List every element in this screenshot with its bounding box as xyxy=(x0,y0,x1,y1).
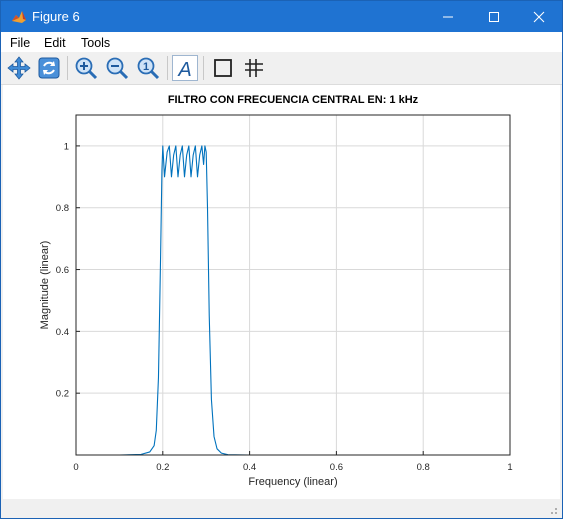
y-tick-label: 0.4 xyxy=(56,327,69,338)
maximize-button[interactable] xyxy=(471,1,517,32)
axes-box xyxy=(75,114,511,456)
y-axis-label: Magnitude (linear) xyxy=(39,241,51,330)
zoom-in-button[interactable] xyxy=(73,55,99,81)
y-tick-label: 1 xyxy=(64,141,69,152)
pan-button[interactable] xyxy=(6,55,32,81)
axes-box-button[interactable] xyxy=(210,55,236,81)
maximize-icon xyxy=(489,12,499,22)
close-icon xyxy=(533,11,545,23)
zoom-in-icon xyxy=(75,57,98,80)
x-tick-label: 0.6 xyxy=(330,462,343,473)
x-tick-label: 0.4 xyxy=(243,462,256,473)
rotate-icon xyxy=(38,57,60,79)
y-tick-label: 0.8 xyxy=(56,203,69,214)
axis-ticks: 0 0.2 0.4 0.6 0.8 1 0.2 0.4 0.6 0.8 1 xyxy=(56,141,513,473)
resize-grip-icon[interactable] xyxy=(548,505,558,515)
x-tick-label: 0 xyxy=(73,462,78,473)
plot-svg: 0 0.2 0.4 0.6 0.8 1 0.2 0.4 0.6 0.8 1 FILTRO CON F… xyxy=(39,94,513,488)
zoom-reset-label: 1 xyxy=(143,61,149,73)
zoom-reset-button[interactable]: 1 xyxy=(135,55,161,81)
x-tick-label: 0.2 xyxy=(156,462,169,473)
figure-canvas[interactable]: 0 0.2 0.4 0.6 0.8 1 0.2 0.4 0.6 0.8 1 FILTRO CON F… xyxy=(3,85,560,499)
toolbar: 1 A xyxy=(1,52,562,85)
menu-tools[interactable]: Tools xyxy=(81,36,111,50)
zoom-reset-icon: 1 xyxy=(137,57,160,80)
rotate-button[interactable] xyxy=(36,55,62,81)
grid-icon xyxy=(245,59,263,77)
title-bar[interactable]: Figure 6 xyxy=(1,1,562,32)
toolbar-separator xyxy=(67,56,68,80)
menu-file[interactable]: File xyxy=(10,36,31,50)
text-tool-label: A xyxy=(177,59,191,80)
status-bar xyxy=(1,499,562,518)
grid-lines xyxy=(76,115,510,455)
minimize-button[interactable] xyxy=(425,1,471,32)
toolbar-separator xyxy=(203,56,204,80)
menu-bar: File Edit Tools xyxy=(1,32,562,52)
pan-arrows-icon xyxy=(7,56,31,80)
square-icon xyxy=(214,59,232,77)
x-tick-label: 1 xyxy=(507,462,512,473)
toolbar-separator xyxy=(167,56,168,80)
matlab-app-icon xyxy=(12,11,26,23)
zoom-out-button[interactable] xyxy=(104,55,130,81)
y-tick-label: 0.6 xyxy=(56,265,69,276)
y-tick-label: 0.2 xyxy=(56,389,69,400)
close-button[interactable] xyxy=(516,1,562,32)
text-tool-button[interactable]: A xyxy=(172,55,198,81)
minimize-icon xyxy=(443,16,453,18)
series-line-magnitude xyxy=(76,145,510,456)
x-axis-label: Frequency (linear) xyxy=(248,476,337,488)
grid-button[interactable] xyxy=(241,55,267,81)
x-tick-label: 0.8 xyxy=(417,462,430,473)
zoom-out-icon xyxy=(106,57,129,80)
chart-title: FILTRO CON FRECUENCIA CENTRAL EN: 1 kHz xyxy=(168,94,419,106)
window-title: Figure 6 xyxy=(32,9,80,24)
plot-lines xyxy=(76,145,510,456)
menu-edit[interactable]: Edit xyxy=(44,36,66,50)
text-a-icon: A xyxy=(177,59,191,81)
